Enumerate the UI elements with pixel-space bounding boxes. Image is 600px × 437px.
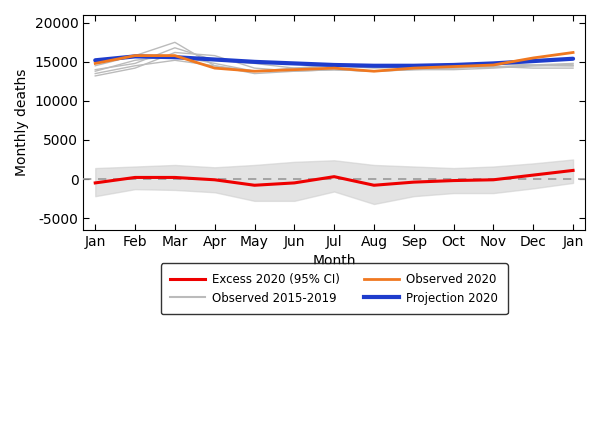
X-axis label: Month: Month [313,254,356,268]
Legend: Excess 2020 (95% CI), Observed 2015-2019, Observed 2020, Projection 2020: Excess 2020 (95% CI), Observed 2015-2019… [161,263,508,314]
Y-axis label: Monthly deaths: Monthly deaths [15,69,29,176]
